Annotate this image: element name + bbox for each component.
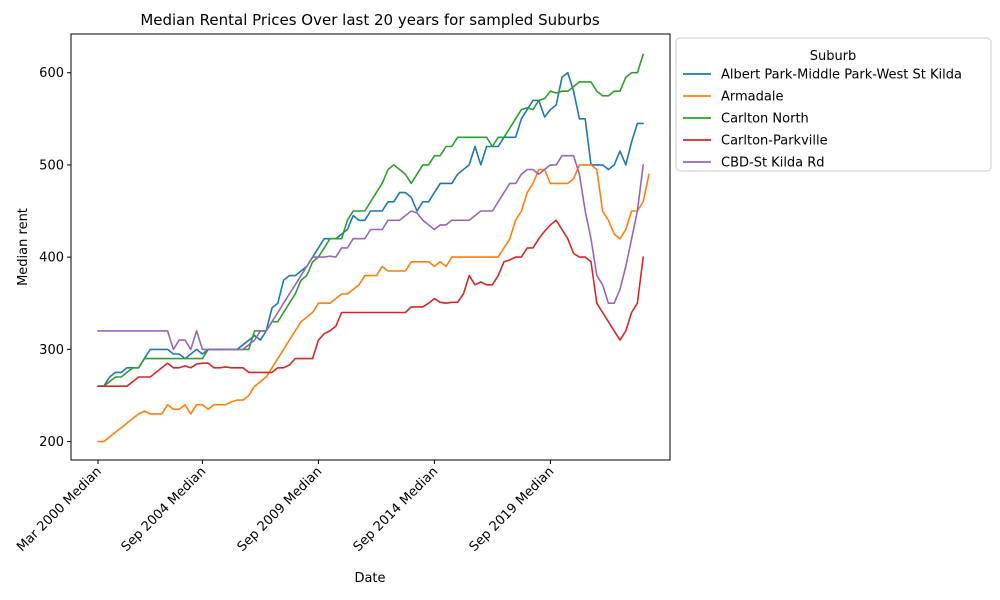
plot-area bbox=[97, 53, 650, 443]
y-tick-label: 500 bbox=[39, 158, 64, 173]
y-tick-label: 300 bbox=[39, 343, 64, 358]
legend-label: CBD-St Kilda Rd bbox=[721, 156, 825, 171]
legend-box bbox=[675, 37, 992, 172]
legend-title: Suburb bbox=[810, 49, 857, 64]
y-axis: 200 300 400 500 600 bbox=[39, 66, 71, 450]
y-tick-label: 400 bbox=[39, 251, 64, 266]
chart-title: Median Rental Prices Over last 20 years … bbox=[140, 11, 600, 29]
x-tick-label: Sep 2004 Median bbox=[119, 464, 210, 555]
x-tick-label: Sep 2014 Median bbox=[351, 464, 442, 555]
x-tick-label: Mar 2000 Median bbox=[14, 464, 105, 555]
x-tick-label: Sep 2009 Median bbox=[235, 464, 326, 555]
x-axis-label: Date bbox=[354, 571, 385, 586]
x-axis: Mar 2000 Median Sep 2004 Median Sep 2009 M… bbox=[14, 460, 557, 555]
legend: Suburb Albert Park-Middle Park-West St K… bbox=[675, 37, 992, 172]
series-line-0 bbox=[97, 71, 645, 388]
y-tick-label: 200 bbox=[39, 435, 64, 450]
legend-label: Albert Park-Middle Park-West St Kilda bbox=[721, 68, 962, 83]
y-axis-label: Median rent bbox=[16, 208, 31, 286]
series-line-4 bbox=[97, 154, 645, 351]
y-tick-label: 600 bbox=[39, 66, 64, 81]
plot-frame bbox=[70, 33, 671, 461]
legend-label: Carlton-Parkville bbox=[721, 134, 828, 149]
legend-label: Carlton North bbox=[721, 112, 809, 127]
x-tick-label: Sep 2019 Median bbox=[467, 464, 558, 555]
legend-label: Armadale bbox=[721, 90, 783, 105]
legend-items: Albert Park-Middle Park-West St Kilda Arm… bbox=[683, 68, 962, 171]
series-line-3 bbox=[97, 219, 645, 388]
series-line-1 bbox=[97, 164, 650, 443]
series-line-2 bbox=[97, 53, 645, 388]
